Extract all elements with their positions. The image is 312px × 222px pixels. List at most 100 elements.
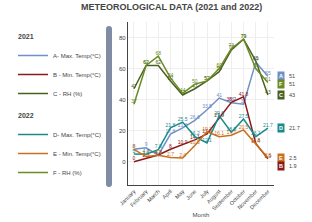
svg-text:41.8: 41.8 (239, 91, 249, 97)
svg-text:16.1: 16.1 (251, 130, 261, 136)
svg-text:September: September (211, 188, 234, 211)
svg-text:0: 0 (122, 159, 126, 165)
svg-text:17.9: 17.9 (202, 128, 212, 134)
svg-text:65: 65 (253, 55, 259, 61)
svg-text:B: B (279, 163, 283, 169)
svg-text:D- Max. Temp(°C): D- Max. Temp(°C) (53, 132, 101, 138)
svg-text:20: 20 (119, 128, 126, 134)
svg-text:37: 37 (131, 98, 137, 104)
svg-text:4.1: 4.1 (155, 149, 162, 155)
svg-text:38: 38 (229, 96, 235, 102)
svg-text:51: 51 (289, 73, 295, 79)
svg-text:80: 80 (119, 35, 126, 41)
svg-text:47: 47 (131, 83, 137, 89)
svg-text:21.8: 21.8 (166, 122, 176, 128)
svg-text:11.8: 11.8 (251, 137, 261, 143)
svg-text:2.5: 2.5 (264, 152, 271, 158)
svg-text:2021: 2021 (18, 33, 34, 40)
svg-text:8: 8 (169, 143, 172, 149)
svg-text:47: 47 (192, 83, 198, 89)
svg-text:1.9: 1.9 (289, 163, 297, 169)
svg-text:62: 62 (143, 59, 149, 65)
svg-text:14.1: 14.1 (190, 134, 200, 140)
svg-text:25.5: 25.5 (178, 116, 188, 122)
svg-text:METEOROLOGICAL DATA (2021 and: METEOROLOGICAL DATA (2021 and 2022) (81, 2, 262, 12)
svg-text:8: 8 (133, 143, 136, 149)
svg-text:12.1: 12.1 (202, 137, 212, 143)
svg-text:55: 55 (265, 70, 271, 76)
svg-text:51: 51 (265, 76, 271, 82)
svg-text:August: August (205, 188, 222, 205)
svg-text:9: 9 (145, 141, 148, 147)
svg-text:April: April (161, 188, 173, 200)
svg-text:July: July (199, 188, 210, 199)
svg-text:March: March (146, 188, 161, 203)
svg-text:17.1: 17.1 (227, 129, 237, 135)
svg-text:50: 50 (192, 78, 198, 84)
svg-text:May: May (174, 188, 186, 200)
svg-text:2022: 2022 (18, 112, 34, 119)
svg-text:40: 40 (119, 97, 126, 103)
svg-text:52: 52 (204, 75, 210, 81)
svg-text:November: November (236, 188, 258, 210)
svg-text:27.5: 27.5 (239, 113, 249, 119)
svg-text:December: December (248, 188, 270, 210)
svg-text:52: 52 (204, 75, 210, 81)
svg-text:D: D (279, 125, 283, 131)
svg-text:C - RH (%): C - RH (%) (53, 91, 82, 97)
svg-text:68: 68 (156, 50, 162, 56)
svg-text:18.9: 18.9 (227, 126, 237, 132)
svg-text:B - Min. Temp(°C): B - Min. Temp(°C) (53, 72, 101, 78)
svg-text:10.5: 10.5 (190, 139, 200, 145)
svg-text:A: A (279, 73, 283, 79)
svg-text:February: February (129, 188, 149, 208)
svg-text:37: 37 (241, 98, 247, 104)
svg-text:11.4: 11.4 (251, 138, 261, 144)
svg-text:10.9: 10.9 (178, 139, 188, 145)
svg-text:21.7: 21.7 (289, 125, 300, 131)
svg-text:5: 5 (133, 148, 136, 154)
svg-text:21.8: 21.8 (178, 122, 188, 128)
svg-text:4.2: 4.2 (155, 149, 162, 155)
svg-text:0: 0 (133, 155, 136, 161)
svg-text:January: January (118, 188, 136, 206)
svg-text:43: 43 (265, 89, 271, 95)
svg-text:79: 79 (241, 33, 247, 39)
svg-text:4.8: 4.8 (143, 148, 150, 154)
svg-text:62: 62 (156, 59, 162, 65)
svg-text:17.8: 17.8 (166, 128, 176, 134)
svg-text:16.2: 16.2 (190, 130, 200, 136)
svg-text:20.5: 20.5 (239, 124, 249, 130)
svg-text:73: 73 (229, 42, 235, 48)
svg-text:62: 62 (143, 59, 149, 65)
svg-text:3.3: 3.3 (143, 150, 150, 156)
svg-text:16.1: 16.1 (214, 130, 224, 136)
svg-text:43: 43 (180, 89, 186, 95)
svg-text:October: October (228, 188, 246, 206)
svg-text:51: 51 (289, 81, 295, 87)
svg-text:E: E (279, 155, 283, 161)
svg-text:2.3: 2.3 (143, 152, 150, 158)
svg-text:41: 41 (216, 92, 222, 98)
svg-text:4.3: 4.3 (155, 149, 162, 155)
svg-text:June: June (185, 188, 198, 201)
svg-text:21.7: 21.7 (263, 122, 273, 128)
svg-text:2.5: 2.5 (289, 155, 297, 161)
svg-text:Month: Month (193, 212, 210, 218)
svg-text:1.9: 1.9 (264, 153, 271, 159)
svg-text:2.4: 2.4 (179, 152, 186, 158)
svg-text:C: C (279, 92, 283, 98)
svg-text:7.8: 7.8 (155, 143, 162, 149)
svg-text:38.2: 38.2 (227, 96, 237, 102)
svg-text:60: 60 (216, 62, 222, 68)
svg-text:26.6: 26.6 (190, 114, 200, 120)
svg-text:27.9: 27.9 (214, 112, 224, 118)
svg-text:60: 60 (119, 66, 126, 72)
svg-text:54: 54 (168, 72, 174, 78)
svg-text:8: 8 (133, 143, 136, 149)
svg-text:29.6: 29.6 (214, 110, 224, 116)
svg-text:F - RH (%): F - RH (%) (53, 170, 82, 176)
svg-text:52: 52 (168, 75, 174, 81)
svg-text:60: 60 (253, 62, 259, 68)
svg-text:A- Max. Temp(°C): A- Max. Temp(°C) (53, 53, 101, 59)
